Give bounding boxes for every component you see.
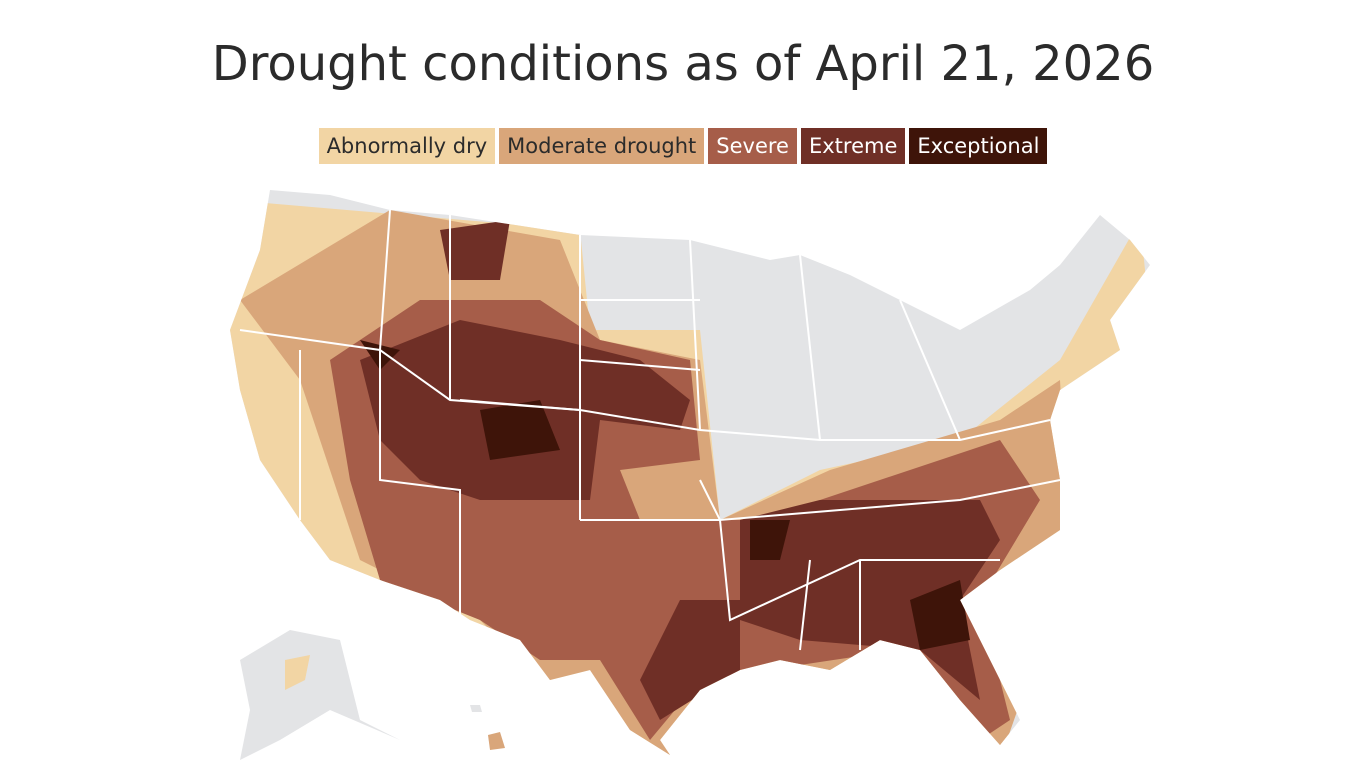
alaska-dry xyxy=(285,655,310,690)
hawaii-big xyxy=(488,732,505,750)
alaska xyxy=(240,630,400,760)
legend-item: Abnormally dry xyxy=(318,128,496,164)
exceptional-area xyxy=(360,340,970,650)
state-borders xyxy=(239,209,1061,651)
legend: Abnormally dry Moderate drought Severe Extr… xyxy=(0,128,1366,164)
legend-item: Exceptional xyxy=(909,128,1048,164)
extreme-area xyxy=(360,220,1000,720)
hawaii xyxy=(470,705,482,712)
legend-item: Extreme xyxy=(800,128,906,164)
legend-item: Severe xyxy=(708,128,797,164)
title: Drought conditions as of April 21, 2026 xyxy=(211,36,1155,92)
legend-item: Moderate drought xyxy=(499,128,705,164)
